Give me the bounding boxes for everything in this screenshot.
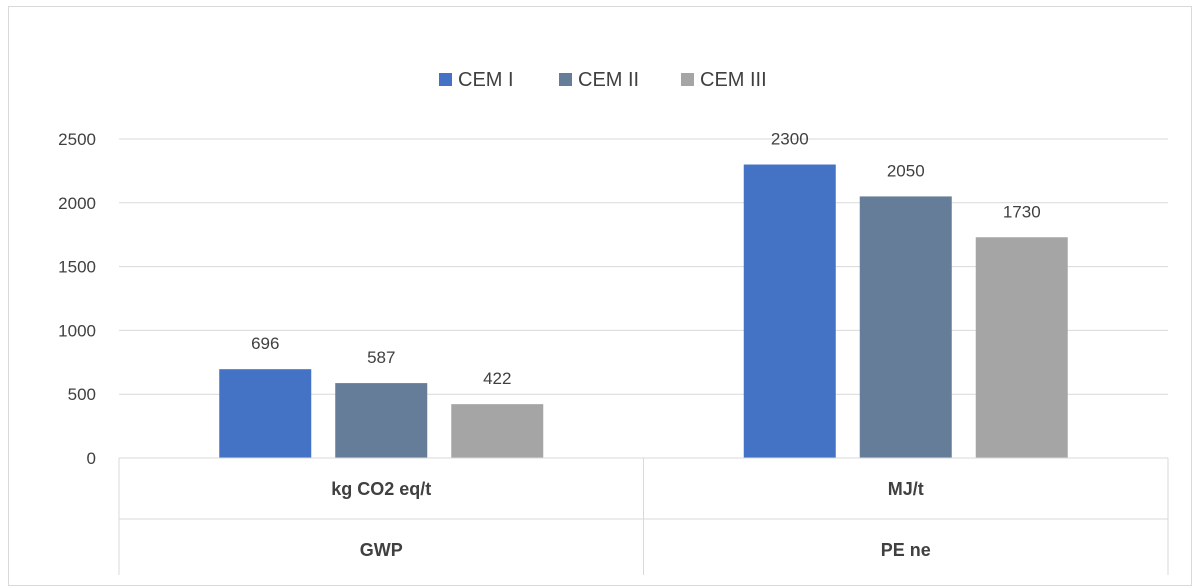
bar	[859, 196, 952, 459]
data-label: 2050	[887, 161, 925, 180]
y-tick-label: 0	[87, 449, 96, 468]
y-tick-label: 1000	[58, 321, 96, 340]
y-tick-label: 2000	[58, 194, 96, 213]
data-label: 2300	[771, 130, 809, 149]
legend-swatch	[681, 73, 694, 86]
legend-label: CEM II	[578, 69, 639, 91]
y-tick-label: 500	[68, 385, 96, 404]
bar	[451, 404, 544, 458]
category-group-label: PE ne	[881, 540, 931, 560]
legend-label: CEM I	[458, 69, 514, 91]
category-unit-label: MJ/t	[888, 479, 924, 499]
data-label: 696	[251, 334, 279, 353]
category-group-label: GWP	[360, 540, 403, 560]
bar	[743, 164, 836, 458]
legend-swatch	[439, 73, 452, 86]
bar	[975, 237, 1068, 458]
y-tick-label: 2500	[58, 130, 96, 149]
bar	[219, 369, 312, 458]
data-label: 422	[483, 369, 511, 388]
data-label: 587	[367, 348, 395, 367]
legend-swatch	[559, 73, 572, 86]
data-label: 1730	[1003, 202, 1041, 221]
bar	[335, 383, 428, 458]
category-unit-label: kg CO2 eq/t	[331, 479, 431, 499]
legend-label: CEM III	[700, 69, 767, 91]
y-tick-label: 1500	[58, 258, 96, 277]
